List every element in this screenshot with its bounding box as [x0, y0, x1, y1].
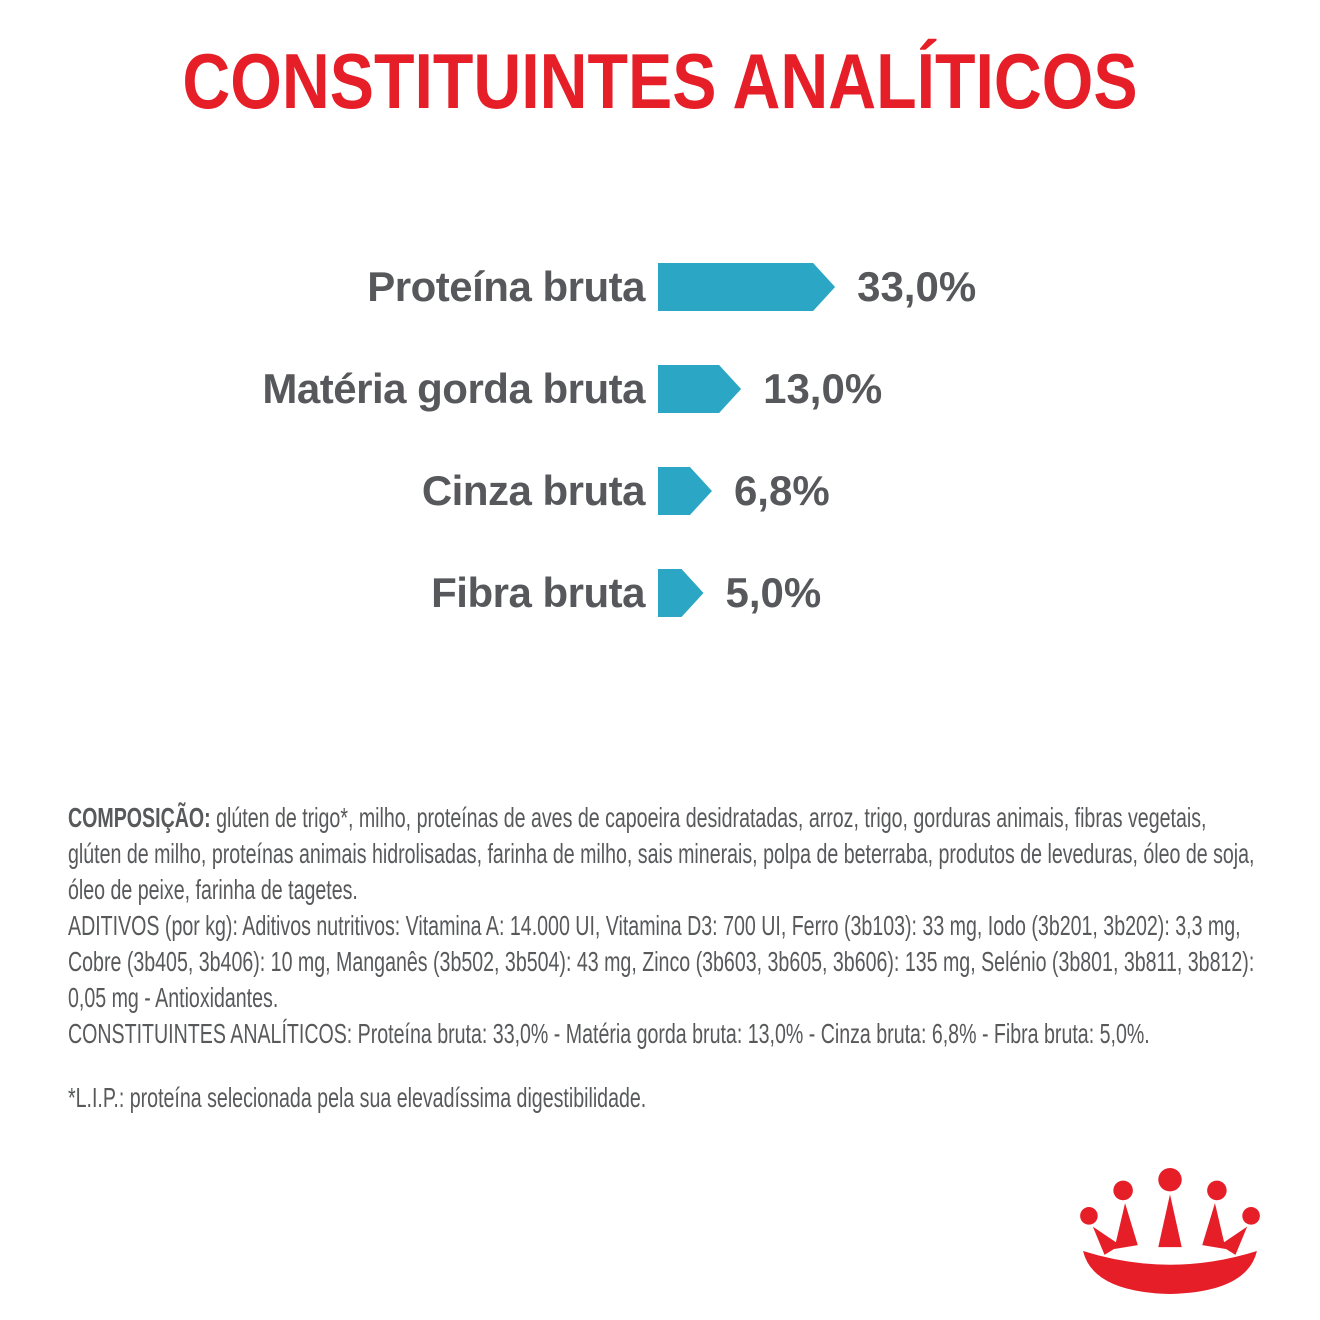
chart-value: 33,0%	[857, 263, 977, 310]
chart-label: Cinza bruta	[421, 467, 646, 514]
chart-row-fibre: Fibra bruta 5,0%	[0, 569, 1320, 617]
composition-text-block: COMPOSIÇÃO: glúten de trigo*, milho, pro…	[68, 800, 1258, 1116]
chart-value: 5,0%	[725, 569, 822, 616]
chart-label: Proteína bruta	[367, 263, 645, 310]
composition-paragraph: COMPOSIÇÃO: glúten de trigo*, milho, pro…	[68, 800, 1258, 908]
royal-canin-crown-logo	[1080, 1167, 1260, 1294]
chart-bar	[658, 365, 741, 413]
chart-bar	[658, 569, 704, 617]
composition-heading: COMPOSIÇÃO:	[68, 802, 211, 833]
constituents-paragraph: CONSTITUINTES ANALÍTICOS: Proteína bruta…	[68, 1018, 1150, 1049]
chart-label: Matéria gorda bruta	[262, 365, 645, 412]
lip-footnote: *L.I.P.: proteína selecionada pela sua e…	[68, 1082, 647, 1113]
analytical-constituents-chart: Proteína bruta 33,0% Matéria gorda bruta…	[0, 263, 1320, 671]
chart-bar	[658, 467, 712, 515]
chart-label: Fibra bruta	[431, 569, 645, 616]
chart-row-ash: Cinza bruta 6,8%	[0, 467, 1320, 515]
page-title: CONSTITUINTES ANALÍTICOS	[182, 37, 1138, 125]
chart-row-protein: Proteína bruta 33,0%	[0, 263, 1320, 311]
composition-ingredients: glúten de trigo*, milho, proteínas de av…	[68, 802, 1255, 905]
additives-paragraph: ADITIVOS (por kg): Aditivos nutritivos: …	[68, 910, 1255, 1013]
chart-bar	[658, 263, 835, 311]
chart-row-fat: Matéria gorda bruta 13,0%	[0, 365, 1320, 413]
chart-value: 6,8%	[733, 467, 830, 514]
chart-value: 13,0%	[763, 365, 883, 412]
